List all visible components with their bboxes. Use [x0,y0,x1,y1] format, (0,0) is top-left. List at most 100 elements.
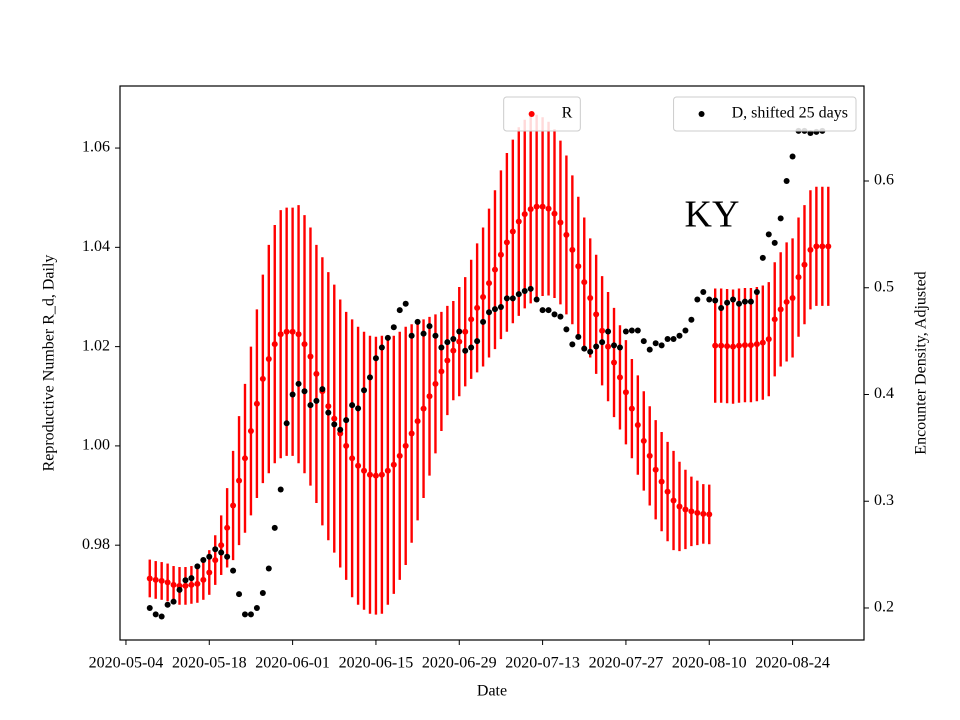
point [283,328,290,335]
point [658,478,665,485]
point [188,581,195,588]
point [593,311,600,318]
point [313,370,320,377]
point [474,304,481,311]
x-axis-label: Date [477,683,507,700]
point [241,455,248,462]
point [557,219,564,226]
point [241,611,248,618]
point [224,553,231,560]
point [152,576,159,583]
point [271,341,278,348]
point [462,328,469,335]
point [694,509,701,516]
point [688,508,695,515]
point [777,306,784,313]
point [438,344,445,351]
point [569,341,576,348]
point [706,296,713,303]
x-tick-label: 2020-08-24 [755,655,830,672]
y-tick-label: 1.00 [82,437,110,454]
point [664,488,671,495]
point [491,306,498,313]
point [688,316,695,323]
legend: D, shifted 25 days [673,96,857,132]
point [628,327,635,334]
point [253,604,260,611]
point [634,422,641,429]
point [759,254,766,261]
point [259,590,266,597]
point [325,403,332,410]
point [343,442,350,449]
point [301,341,308,348]
point [664,335,671,342]
point [343,417,350,424]
point [265,356,272,363]
point [414,418,421,425]
point [611,342,618,349]
x-tick-label: 2020-06-01 [255,655,330,672]
y-tick-label: 1.04 [82,238,110,255]
point [646,452,653,459]
point [158,613,165,620]
point [503,239,510,246]
point [545,205,552,212]
point [408,332,415,339]
point [450,347,457,354]
point [480,293,487,300]
point [777,215,784,222]
point [158,577,165,584]
point [331,415,338,422]
point [813,243,820,250]
point [438,368,445,375]
point [444,339,451,346]
point [551,210,558,217]
point [253,400,260,407]
point [581,345,588,352]
point [491,266,498,273]
point [682,327,689,334]
point [361,387,368,394]
point [349,455,356,462]
point [569,246,576,253]
point [396,307,403,314]
point [372,355,379,362]
point [182,582,189,589]
point [771,239,778,246]
point [295,380,302,387]
point [355,405,362,412]
point [515,291,522,298]
point [366,471,373,478]
point [146,575,153,582]
point [741,342,748,349]
legend-label: D, shifted 25 days [732,105,848,122]
point [599,327,606,334]
point [378,344,385,351]
point [384,467,391,474]
point [527,285,534,292]
point [390,324,397,331]
point [783,178,790,185]
point [271,524,278,531]
point [277,486,284,493]
point [575,333,582,340]
point [676,503,683,510]
point [527,206,534,213]
point [200,576,207,583]
point [361,467,368,474]
plot-frame [119,85,865,641]
point [355,462,362,469]
point [682,506,689,513]
point [194,563,201,570]
point [718,305,725,312]
point [384,334,391,341]
point [432,380,439,387]
y2-tick-label: 0.6 [874,172,894,189]
point [718,342,725,349]
point [533,296,540,303]
point [605,328,612,335]
point [652,340,659,347]
point [372,472,379,479]
point [289,328,296,335]
